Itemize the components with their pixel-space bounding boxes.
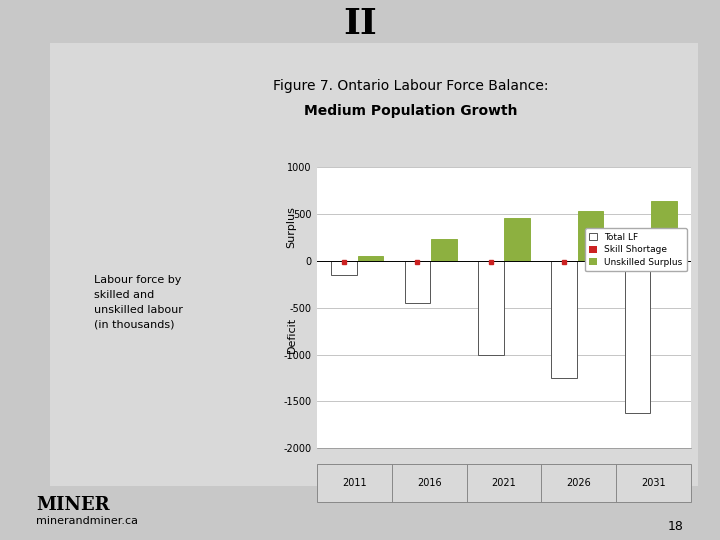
Text: 2021: 2021: [492, 478, 516, 488]
Text: 2026: 2026: [567, 478, 591, 488]
Bar: [431, 239, 456, 261]
Text: Labour force by
skilled and
unskilled labour
(in thousands): Labour force by skilled and unskilled la…: [94, 275, 182, 329]
Text: MINER: MINER: [36, 496, 109, 514]
Text: Deficit: Deficit: [287, 317, 297, 353]
Text: Surplus: Surplus: [287, 206, 297, 248]
Text: Medium Population Growth: Medium Population Growth: [304, 104, 517, 118]
Text: 2011: 2011: [342, 478, 366, 488]
Bar: [552, 261, 577, 378]
Text: II: II: [343, 8, 377, 41]
Bar: [625, 261, 650, 413]
Bar: [478, 261, 503, 355]
Legend: Total LF, Skill Shortage, Unskilled Surplus: Total LF, Skill Shortage, Unskilled Surp…: [585, 228, 687, 271]
Text: Figure 7. Ontario Labour Force Balance:: Figure 7. Ontario Labour Force Balance:: [273, 79, 548, 93]
Text: 2031: 2031: [642, 478, 666, 488]
Bar: [405, 261, 431, 303]
Bar: [331, 261, 357, 275]
Text: 2016: 2016: [417, 478, 441, 488]
Bar: [577, 211, 603, 261]
Bar: [358, 256, 383, 261]
Bar: [505, 218, 530, 261]
Text: 18: 18: [668, 520, 684, 533]
Bar: [651, 201, 677, 261]
Text: minerandminer.ca: minerandminer.ca: [36, 516, 138, 526]
